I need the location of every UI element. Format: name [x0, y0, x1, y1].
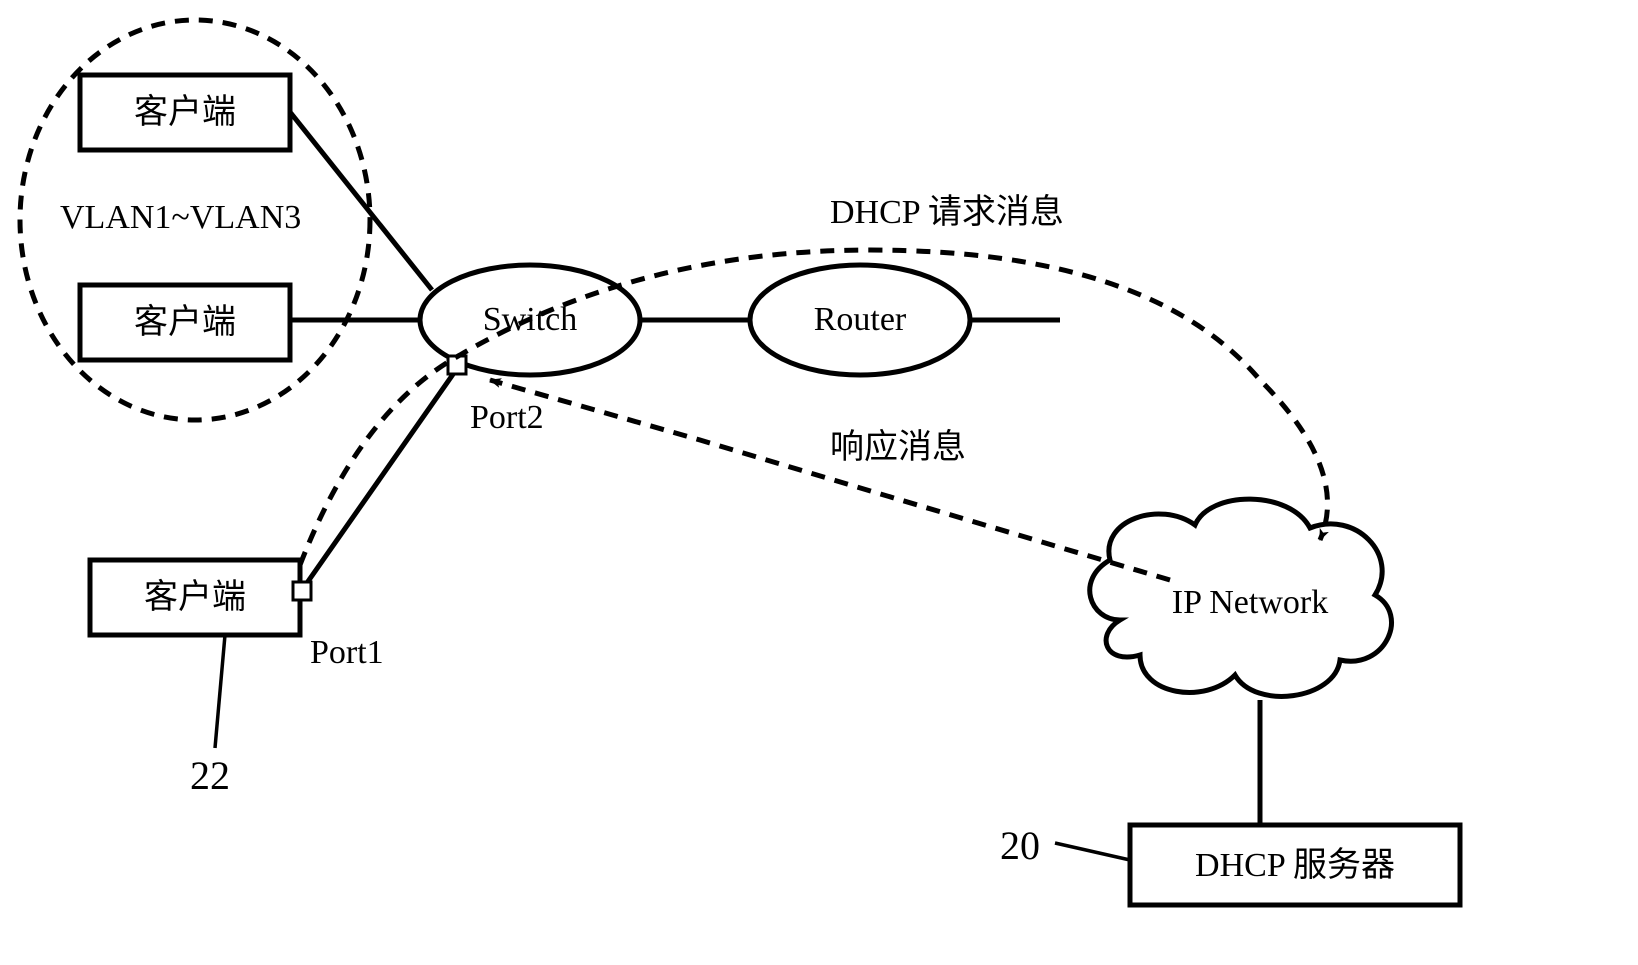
vlan-label: VLAN1~VLAN3: [60, 199, 301, 236]
network-diagram: 客户端 客户端 客户端 Switch Router IP Network DHC…: [0, 0, 1638, 965]
ref-22: 22: [190, 753, 230, 798]
ref-20: 20: [1000, 823, 1040, 868]
response-label: 响应消息: [830, 428, 966, 466]
leader-20: [1055, 843, 1130, 860]
client3-box: 客户端: [90, 560, 300, 635]
edge-client1-switch: [290, 112, 432, 290]
client2-box: 客户端: [80, 285, 290, 360]
dhcp-server-box: DHCP 服务器: [1130, 825, 1460, 905]
ip-network-cloud: IP Network: [1090, 499, 1392, 696]
dhcp-request-label: DHCP 请求消息: [830, 193, 1064, 231]
edge-client3-switch: [302, 370, 456, 590]
leader-22: [215, 635, 225, 748]
port1-marker: [293, 582, 311, 600]
router-label: Router: [814, 301, 907, 338]
port1-label: Port1: [310, 634, 384, 671]
cloud-label: IP Network: [1172, 584, 1328, 621]
port2-label: Port2: [470, 399, 544, 436]
client1-box: 客户端: [80, 75, 290, 150]
client2-label: 客户端: [134, 303, 236, 341]
router-node: Router: [750, 265, 970, 375]
response-path: [490, 380, 1170, 580]
client1-label: 客户端: [134, 93, 236, 131]
client3-label: 客户端: [144, 578, 246, 616]
dhcp-server-label: DHCP 服务器: [1195, 846, 1395, 884]
